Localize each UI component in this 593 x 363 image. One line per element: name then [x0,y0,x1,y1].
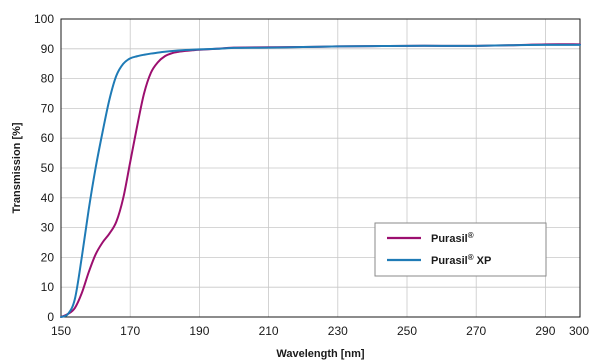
y-axis-label: Transmission [%] [11,122,23,213]
legend-box [374,222,547,277]
series-layer [60,43,581,318]
y-tick-label: 70 [41,101,55,115]
x-tick-label: 290 [535,324,555,338]
x-tick-label: 190 [189,324,209,338]
y-tick-label: 60 [41,131,55,145]
x-tick-label: 150 [51,324,71,338]
legend-items: Purasil® Purasil® XP [387,231,491,267]
tick-layer: 0 10 20 30 40 50 60 70 80 90 100 150 170 190 210 230 250… [34,12,589,338]
y-tick-label: 80 [41,72,55,86]
x-axis-label: Wavelength [nm] [276,348,365,360]
y-tick-label: 90 [41,42,55,56]
x-tick-label: 250 [397,324,417,338]
legend-label-0: Purasil® [431,231,474,245]
y-tick-label: 10 [41,280,55,294]
legend: Purasil® Purasil® XP [374,222,547,277]
plot-area-frame [60,18,581,318]
y-tick-label: 30 [41,221,55,235]
x-tick-label: 270 [466,324,486,338]
x-tick-label: 300 [569,324,589,338]
x-tick-label: 170 [120,324,140,338]
series-line-1 [60,43,581,318]
legend-label-1: Purasil® XP [431,253,491,267]
y-tick-label: 50 [41,161,55,175]
y-tick-label: 0 [47,310,54,324]
y-tick-label: 40 [41,191,55,205]
x-tick-label: 230 [328,324,348,338]
y-tick-label: 20 [41,250,55,264]
x-tick-label: 210 [259,324,279,338]
y-tick-label: 100 [34,12,54,26]
